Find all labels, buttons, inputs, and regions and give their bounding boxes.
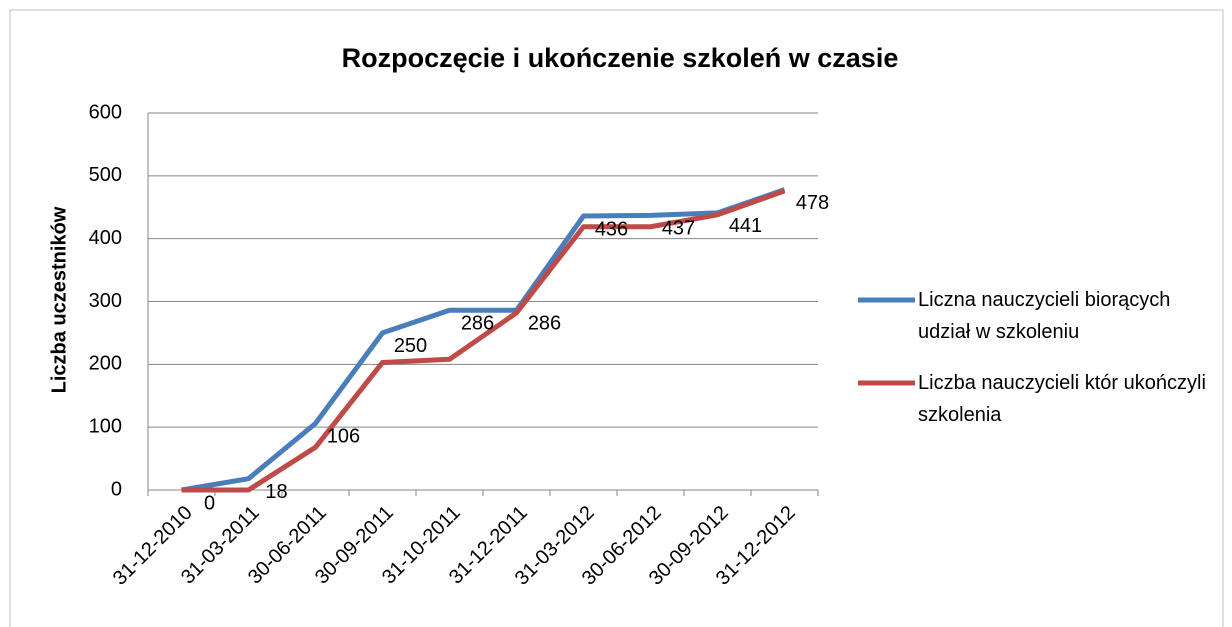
data-label: 436 <box>595 218 628 240</box>
data-label: 0 <box>204 492 215 514</box>
data-label: 18 <box>265 481 287 503</box>
series-line <box>181 187 786 493</box>
y-tick-label: 500 <box>89 164 122 186</box>
legend-label: Liczba nauczycieli któr ukończyli szkole… <box>918 372 1206 426</box>
data-label: 437 <box>662 218 695 240</box>
y-axis-label: Liczba uczestników <box>48 206 70 393</box>
data-label: 478 <box>796 192 829 214</box>
chart-title: Rozpoczęcie i ukończenie szkoleń w czasi… <box>342 43 899 73</box>
y-tick-label: 100 <box>89 415 122 437</box>
data-label: 106 <box>327 426 360 448</box>
y-tick-label: 300 <box>89 290 122 312</box>
legend-label: Liczna nauczycieli biorących udział w sz… <box>918 289 1171 343</box>
y-tick-label: 0 <box>111 478 122 500</box>
data-label: 250 <box>394 335 427 357</box>
y-tick-label: 400 <box>89 227 122 249</box>
y-tick-label: 200 <box>89 353 122 375</box>
data-label: 286 <box>528 313 561 335</box>
series-line <box>181 188 786 493</box>
data-label: 286 <box>461 313 494 335</box>
y-tick-label: 600 <box>89 101 122 123</box>
data-label: 441 <box>729 215 762 237</box>
